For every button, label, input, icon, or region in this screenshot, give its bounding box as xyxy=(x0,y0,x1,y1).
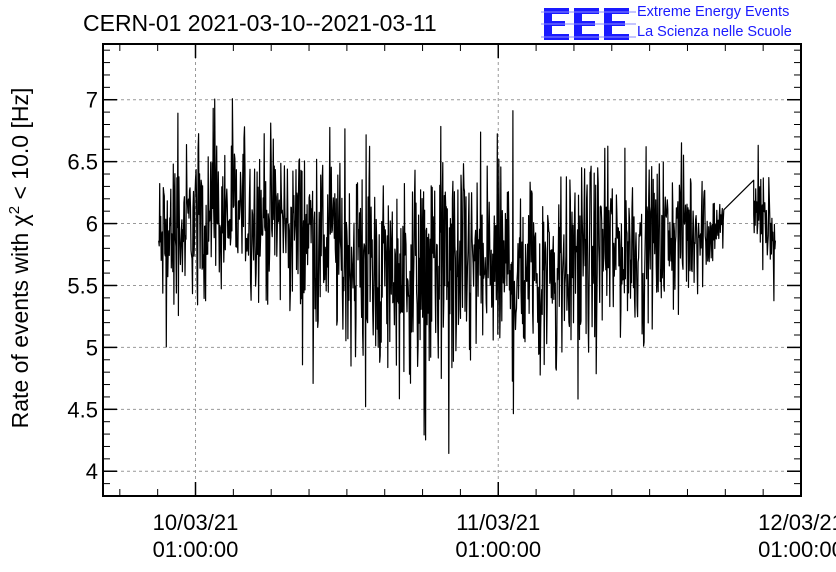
brand-line-2: La Scienza nelle Scuole xyxy=(637,24,792,40)
rate-series-line xyxy=(158,98,776,454)
y-tick-label: 6.5 xyxy=(67,150,98,175)
y-tick-label: 5.5 xyxy=(67,273,98,298)
y-axis-label: Rate of events with χ2 < 10.0 [Hz] xyxy=(6,88,33,429)
y-tick-label: 4 xyxy=(86,459,98,484)
y-tick-label: 7 xyxy=(86,88,98,113)
y-axis-label-post: < 10.0 [Hz] xyxy=(7,88,33,206)
y-tick-label: 5 xyxy=(86,335,98,360)
eee-logo-icon xyxy=(541,8,636,40)
axis-ticks xyxy=(103,44,801,496)
y-tick-label: 6 xyxy=(86,212,98,237)
y-axis-label-pre: Rate of events with χ xyxy=(7,214,33,428)
plot-frame xyxy=(102,43,802,497)
x-tick-time: 01:00:00 xyxy=(758,537,836,562)
chart-title: CERN-01 2021-03-10--2021-03-11 xyxy=(83,10,437,36)
y-tick-label: 4.5 xyxy=(67,397,98,422)
x-tick-date: 10/03/21 xyxy=(153,510,239,535)
y-tick-labels: 4 4.5 5 5.5 6 6.5 7 xyxy=(67,88,98,485)
brand-line-1: Extreme Energy Events xyxy=(637,4,790,20)
x-tick-date: 11/03/21 xyxy=(456,510,540,535)
x-tick-date: 12/03/21 xyxy=(758,510,836,535)
x-tick-time: 01:00:00 xyxy=(153,537,239,562)
y-axis-label-sup: 2 xyxy=(6,206,23,214)
x-tick-time: 01:00:00 xyxy=(455,537,541,562)
x-tick-labels: 10/03/2101:00:0011/03/2101:00:0012/03/21… xyxy=(153,510,836,562)
series-line xyxy=(158,98,776,454)
